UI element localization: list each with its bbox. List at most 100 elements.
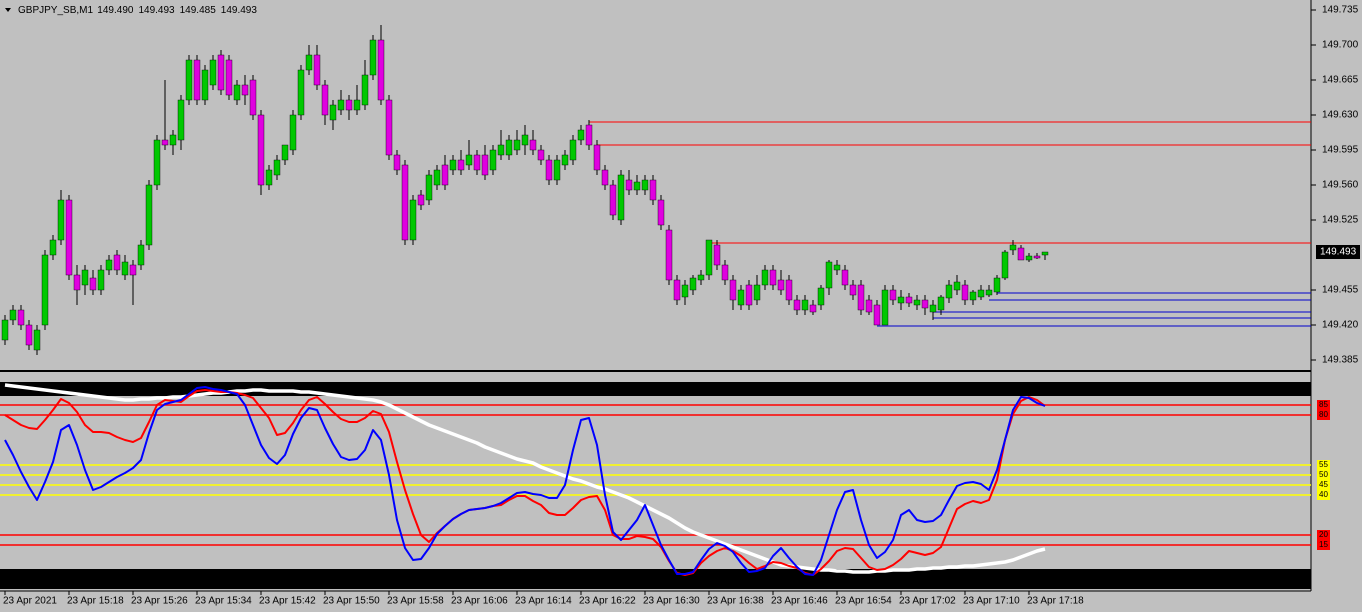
candle-body	[961, 284, 969, 301]
candle-body	[1041, 251, 1049, 256]
candle-body	[497, 144, 505, 156]
candle-body	[49, 239, 57, 256]
candle-body	[81, 269, 89, 286]
candle-body	[17, 309, 25, 326]
indicator-line	[4, 383, 1046, 574]
candle-body	[153, 139, 161, 186]
candle-body	[737, 289, 745, 306]
candle-body	[945, 284, 953, 299]
x-tick-label: 23 Apr 15:18	[67, 596, 124, 607]
candle-body	[289, 114, 297, 151]
candle-body	[713, 244, 721, 266]
candle-body	[633, 181, 641, 191]
candle-body	[393, 154, 401, 171]
candle-body	[881, 289, 889, 326]
candle-body	[641, 179, 649, 191]
candle-body	[217, 54, 225, 91]
x-tick-label: 23 Apr 16:30	[643, 596, 700, 607]
menu-triangle[interactable]	[5, 8, 11, 12]
x-tick-label: 23 Apr 16:38	[707, 596, 764, 607]
level-label-box	[1317, 470, 1330, 480]
y-tick-label: 149.560	[1322, 180, 1359, 191]
x-tick-label: 23 Apr 15:58	[387, 596, 444, 607]
candle-body	[1001, 251, 1009, 279]
candle-body	[209, 59, 217, 86]
candle-body	[801, 299, 809, 311]
candle-body	[905, 296, 913, 304]
candle-body	[929, 304, 937, 313]
current-price-box	[1316, 245, 1360, 259]
x-tick-label: 23 Apr 15:34	[195, 596, 252, 607]
x-tick-label: 23 Apr 2021	[3, 596, 57, 607]
candle-body	[89, 277, 97, 291]
y-tick-label: 149.735	[1322, 5, 1359, 16]
ohlc-label: 149.490	[97, 5, 134, 16]
candle-body	[937, 296, 945, 311]
ohlc-label: 149.493	[138, 5, 175, 16]
candle-body	[529, 139, 537, 151]
level-label-box	[1317, 540, 1330, 550]
candle-body	[369, 39, 377, 76]
candle-body	[841, 269, 849, 286]
candle-body	[1017, 247, 1025, 261]
candle-body	[385, 99, 393, 156]
candle-body	[57, 199, 65, 241]
ohlc-label: 149.493	[221, 5, 258, 16]
candle-body	[169, 134, 177, 146]
candle-body	[441, 164, 449, 186]
candle-body	[33, 329, 41, 351]
candle-body	[1, 319, 9, 341]
indicator-bands	[0, 382, 1311, 589]
x-tick-label: 23 Apr 16:14	[515, 596, 572, 607]
candle-body	[513, 139, 521, 151]
candle-body	[41, 254, 49, 326]
candle-body	[313, 54, 321, 86]
level-label: 55	[1319, 460, 1328, 469]
candle-body	[857, 284, 865, 311]
candle-body	[521, 134, 529, 146]
candle-body	[537, 149, 545, 161]
x-tick-label: 23 Apr 16:22	[579, 596, 636, 607]
level-label: 40	[1319, 490, 1328, 499]
candle-body	[185, 59, 193, 101]
candle-body	[985, 289, 993, 296]
band	[0, 569, 1311, 589]
candle-body	[465, 154, 473, 166]
candle-body	[305, 54, 313, 71]
candle-body	[993, 277, 1001, 293]
candle-body	[569, 139, 577, 161]
candle-body	[345, 99, 353, 111]
candle-body	[489, 149, 497, 171]
x-tick-label: 23 Apr 16:54	[835, 596, 892, 607]
level-label-box	[1317, 490, 1330, 500]
candle-body	[969, 291, 977, 301]
candle-body	[417, 194, 425, 206]
y-tick-label: 149.630	[1322, 110, 1359, 121]
candle-body	[697, 274, 705, 281]
candle-body	[817, 287, 825, 306]
candle-body	[193, 59, 201, 101]
candle-body	[673, 279, 681, 301]
candle-body	[201, 69, 209, 101]
candle-body	[129, 264, 137, 276]
candle-body	[625, 179, 633, 191]
candle-body	[753, 284, 761, 301]
candle-body	[353, 99, 361, 111]
candle-body	[577, 129, 585, 141]
candle-body	[897, 296, 905, 304]
level-label-box	[1317, 400, 1330, 410]
candle-body	[649, 179, 657, 201]
candle-body	[121, 261, 129, 276]
y-tick-label: 149.525	[1322, 215, 1359, 226]
candle-body	[241, 84, 249, 96]
candle-body	[321, 84, 329, 116]
candle-body	[409, 199, 417, 241]
x-tick-label: 23 Apr 16:06	[451, 596, 508, 607]
current-price: 149.493	[1320, 247, 1357, 258]
candle-body	[273, 159, 281, 176]
candle-body	[681, 284, 689, 298]
candle-body	[505, 139, 513, 156]
candle-body	[449, 159, 457, 171]
